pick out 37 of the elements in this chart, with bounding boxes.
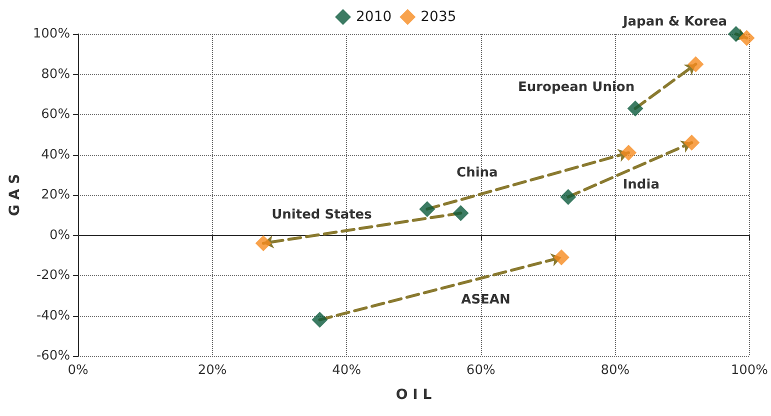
- y-tick-label: 0%: [49, 228, 70, 243]
- annotation: Japan & Korea: [622, 14, 728, 30]
- point: [560, 189, 576, 206]
- point: [688, 56, 704, 72]
- x-axis-title: O I L: [396, 387, 432, 403]
- y-tick-label: 80%: [41, 66, 70, 82]
- y-tick-label: -60%: [36, 348, 70, 364]
- point: [738, 30, 755, 46]
- legend-label: 2010: [356, 9, 392, 25]
- point: [728, 26, 744, 42]
- point: [620, 144, 637, 161]
- x-tick-label: 20%: [198, 363, 227, 378]
- legend-label: 2035: [420, 9, 456, 25]
- point: [684, 134, 700, 151]
- point: [312, 312, 328, 328]
- annotation: European Union: [518, 80, 635, 95]
- y-tick-label: 20%: [41, 188, 70, 202]
- y-tick-label: 100%: [32, 26, 70, 42]
- x-tick-label: 60%: [466, 363, 496, 378]
- point: [553, 249, 570, 266]
- y-axis-title: G A S: [7, 174, 23, 216]
- x-tick-label: 40%: [332, 363, 362, 378]
- x-tick-label: 0%: [68, 363, 88, 378]
- annotation: China: [456, 166, 498, 181]
- point: [627, 100, 644, 116]
- point: [452, 205, 469, 222]
- y-tick-label: -20%: [36, 268, 70, 283]
- x-tick-label: 100%: [730, 363, 768, 378]
- point: [255, 235, 272, 252]
- y-tick-label: -40%: [36, 308, 70, 324]
- annotation: ASEAN: [461, 292, 510, 308]
- x-tick-label: 80%: [600, 363, 630, 378]
- point: [419, 201, 436, 218]
- y-tick-label: 40%: [41, 147, 70, 162]
- annotation: United States: [272, 208, 372, 223]
- y-tick-label: 60%: [41, 107, 70, 122]
- annotation: India: [622, 178, 660, 193]
